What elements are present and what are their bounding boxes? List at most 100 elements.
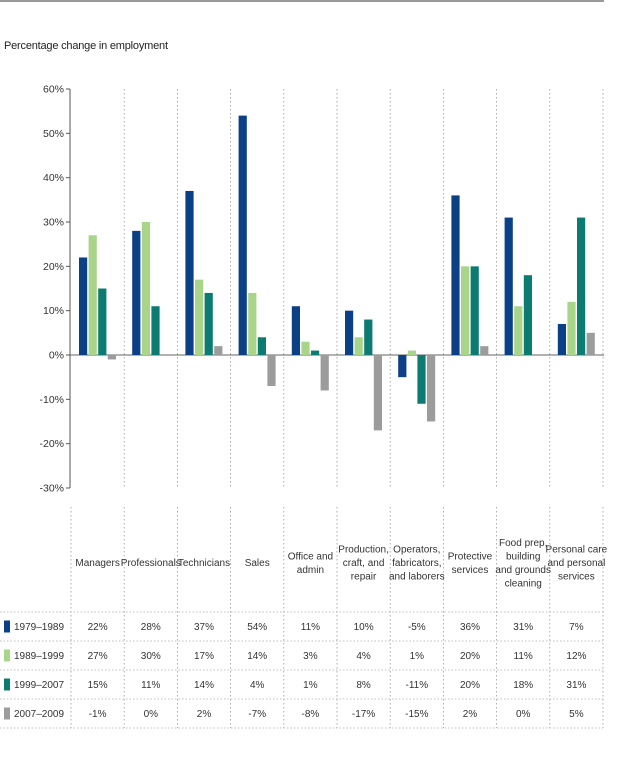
bar — [185, 190, 194, 355]
category-label: fabricators, — [392, 558, 441, 569]
bar — [98, 288, 107, 355]
bar — [291, 306, 300, 355]
bar — [417, 355, 426, 404]
bar — [480, 346, 489, 355]
data-label: 0% — [516, 709, 531, 720]
y-tick-label: -30% — [39, 483, 64, 495]
data-label: 8% — [356, 680, 371, 691]
data-label: 12% — [566, 651, 586, 662]
data-label: 2% — [463, 709, 478, 720]
bar — [238, 115, 247, 355]
data-label: 31% — [513, 622, 533, 633]
series-name: 1979–1989 — [14, 622, 64, 633]
bar — [214, 346, 223, 355]
y-tick-label: 30% — [43, 217, 64, 229]
bar — [373, 355, 382, 431]
data-label: 18% — [513, 680, 533, 691]
bar — [354, 337, 363, 355]
chart-title: Percentage change in employment — [4, 40, 168, 52]
data-label: 2% — [197, 709, 212, 720]
category-label: building — [506, 551, 540, 562]
category-label: services — [452, 565, 489, 576]
data-label: 10% — [354, 622, 374, 633]
category-label: Professionals — [121, 558, 181, 569]
legend-swatch — [4, 649, 10, 662]
category-label: Office and — [288, 551, 333, 562]
bar — [257, 337, 266, 355]
series-name: 2007–2009 — [14, 709, 64, 720]
bar — [407, 350, 416, 355]
bar — [345, 310, 354, 355]
category-label: cleaning — [505, 578, 542, 589]
bar — [204, 292, 213, 355]
data-label: -11% — [405, 680, 428, 691]
category-label: Operators, — [393, 545, 440, 556]
data-label: 11% — [514, 651, 533, 662]
data-label: 31% — [566, 680, 586, 691]
bar — [151, 306, 160, 355]
data-label: 4% — [356, 651, 371, 662]
bar — [88, 235, 97, 355]
bar — [533, 355, 542, 356]
bar — [141, 222, 150, 355]
category-label: Protective — [448, 551, 493, 562]
bar — [107, 355, 116, 360]
series-name: 1999–2007 — [14, 680, 64, 691]
data-label: 54% — [247, 622, 267, 633]
bar — [311, 350, 320, 355]
category-label: Production, — [338, 545, 389, 556]
data-label: 36% — [460, 622, 480, 633]
data-label: 14% — [247, 651, 267, 662]
data-label: 14% — [194, 680, 214, 691]
data-label: -5% — [408, 622, 426, 633]
data-label: 17% — [194, 651, 214, 662]
bars — [79, 115, 595, 431]
category-label: Technicians — [178, 558, 230, 569]
category-label: Sales — [245, 558, 270, 569]
bar — [451, 195, 460, 355]
data-label: 11% — [141, 680, 160, 691]
category-label: and grounds — [495, 565, 551, 576]
bar — [514, 306, 523, 355]
bar — [586, 332, 595, 355]
y-tick-label: -20% — [39, 438, 64, 450]
bar — [557, 323, 566, 355]
legend-swatch — [4, 620, 10, 633]
data-label: -7% — [248, 709, 266, 720]
category-label: and laborers — [389, 572, 445, 583]
bar — [267, 355, 276, 387]
data-label: -17% — [352, 709, 375, 720]
data-label: 4% — [250, 680, 265, 691]
category-label: admin — [297, 565, 324, 576]
data-label: 22% — [88, 622, 108, 633]
data-label: 3% — [303, 651, 318, 662]
data-label: 37% — [194, 622, 214, 633]
category-label: Food prep, — [499, 538, 547, 549]
bar — [364, 319, 373, 355]
bar — [427, 355, 436, 422]
category-label: craft, and — [343, 558, 385, 569]
bar — [195, 279, 204, 355]
bar — [577, 217, 586, 355]
bar — [567, 301, 576, 355]
data-label: 7% — [569, 622, 584, 633]
y-tick-label: 10% — [43, 305, 64, 317]
data-label: 1% — [410, 651, 425, 662]
bar — [504, 217, 513, 355]
data-label: 15% — [88, 680, 108, 691]
y-tick-label: 20% — [43, 261, 64, 273]
bar — [470, 266, 479, 355]
data-label: 20% — [460, 651, 480, 662]
data-label: -8% — [302, 709, 320, 720]
y-tick-label: 60% — [43, 84, 64, 96]
data-label: 27% — [88, 651, 108, 662]
category-label: services — [558, 572, 595, 583]
category-label: Personal care — [546, 545, 608, 556]
bar — [132, 230, 141, 355]
data-label: 20% — [460, 680, 480, 691]
y-tick-label: -10% — [39, 394, 64, 406]
y-axis: 60% 50% 40% 30% 20% 10% 0% -10% -20% -30% — [39, 84, 71, 495]
data-label: 5% — [569, 709, 584, 720]
